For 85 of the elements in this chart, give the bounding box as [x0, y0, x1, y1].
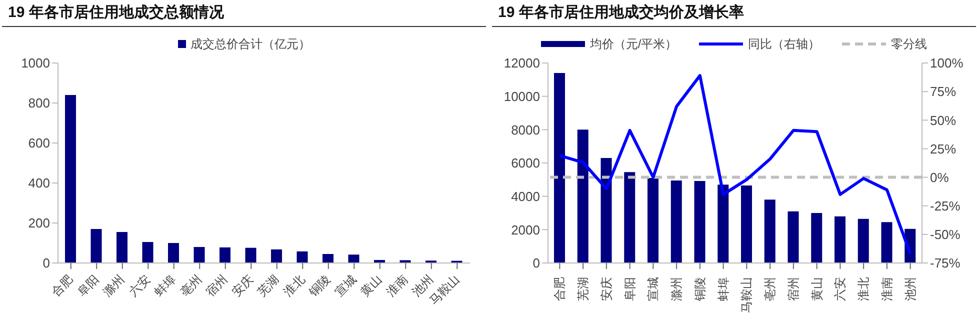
y2-tick-label: 75%	[930, 84, 956, 100]
y2-tick-label: 50%	[930, 112, 956, 128]
bar	[788, 211, 799, 263]
x-tick-label: 合肥	[48, 272, 76, 299]
x-tick-label: 铜陵	[692, 277, 707, 302]
x-tick-label: 滁州	[670, 277, 684, 301]
bar	[741, 186, 752, 263]
x-tick-label: 蚌埠	[152, 272, 179, 299]
y2-tick-label: 0%	[930, 170, 950, 185]
y-tick-label: 4000	[511, 188, 540, 204]
x-tick-label: 亳州	[178, 272, 205, 299]
x-tick-label: 滁州	[100, 272, 128, 299]
x-tick-label: 芜湖	[254, 272, 282, 299]
x-tick-label: 宿州	[786, 277, 800, 301]
x-tick-label: 铜陵	[306, 272, 334, 300]
x-tick-label: 宣城	[332, 272, 360, 299]
y2-tick-label: 25%	[930, 141, 956, 156]
y-tick-label: 6000	[511, 156, 540, 171]
bar	[811, 213, 822, 263]
bar	[348, 254, 360, 263]
bar	[296, 251, 308, 263]
x-tick-label: 芜湖	[576, 277, 590, 301]
x-tick-label: 池州	[903, 277, 918, 301]
x-tick-label: 黄山	[358, 272, 385, 299]
x-tick-label: 合肥	[552, 277, 567, 301]
legend-label: 成交总价合计（亿元）	[190, 36, 310, 52]
x-tick-label: 马鞍山	[740, 277, 754, 313]
bar	[322, 254, 334, 263]
x-tick-label: 亳州	[763, 277, 778, 301]
bar	[245, 248, 256, 263]
bar	[194, 247, 205, 263]
x-tick-label: 阜阳	[622, 277, 637, 301]
x-tick-label: 六安	[833, 277, 848, 301]
legend-label: 均价（元/平米）	[590, 36, 678, 52]
bar	[600, 158, 612, 263]
y-tick-label: 400	[28, 176, 50, 191]
y-tick-label: 600	[28, 136, 50, 151]
y-tick-label: 10000	[504, 88, 540, 104]
x-tick-label: 淮南	[880, 277, 894, 301]
y-tick-label: 2000	[511, 222, 540, 238]
bar	[271, 249, 282, 263]
y2-tick-label: -50%	[930, 227, 961, 242]
x-tick-label: 宣城	[646, 277, 660, 301]
x-tick-label: 六安	[126, 272, 154, 299]
bar	[142, 242, 154, 263]
bar	[881, 222, 892, 263]
y-tick-label: 0	[532, 256, 540, 271]
bar	[90, 229, 102, 263]
bar	[577, 130, 588, 263]
y2-tick-label: -75%	[930, 256, 961, 271]
chart-title: 19 年各市居住用地成交总额情况	[2, 0, 486, 27]
x-tick-label: 淮南	[384, 272, 411, 299]
x-tick-label: 阜阳	[74, 272, 102, 299]
y2-tick-label: 100%	[930, 56, 964, 71]
chart-title: 19 年各市居住用地成交均价及增长率	[492, 0, 976, 27]
x-tick-label: 宿州	[203, 272, 230, 299]
bar	[624, 172, 636, 263]
bar	[718, 184, 729, 263]
bar	[168, 243, 179, 263]
x-tick-label: 黄山	[810, 277, 824, 301]
y2-tick-label: -25%	[930, 198, 961, 214]
y-tick-label: 800	[28, 96, 50, 111]
bar	[670, 180, 682, 263]
legend-label: 同比（右轴）	[748, 36, 820, 52]
bar	[764, 200, 776, 263]
bar	[116, 232, 128, 263]
bar	[648, 178, 658, 263]
bar	[834, 216, 846, 263]
x-tick-label: 安庆	[599, 277, 614, 301]
legend-label: 零分线	[891, 36, 928, 52]
bar	[220, 247, 230, 263]
bar	[554, 73, 565, 263]
y-tick-label: 0	[42, 256, 50, 271]
y-tick-label: 8000	[511, 122, 540, 138]
y-tick-label: 12000	[504, 56, 540, 71]
line-series	[558, 74, 912, 256]
y-tick-label: 200	[28, 216, 50, 231]
y-tick-label: 1000	[21, 56, 50, 71]
x-tick-label: 淮北	[280, 272, 308, 299]
bar	[65, 95, 76, 263]
bar	[694, 181, 706, 263]
bar	[858, 218, 869, 263]
x-tick-label: 蚌埠	[716, 277, 730, 301]
x-tick-label: 安庆	[229, 272, 256, 299]
x-tick-label: 淮北	[856, 277, 871, 301]
